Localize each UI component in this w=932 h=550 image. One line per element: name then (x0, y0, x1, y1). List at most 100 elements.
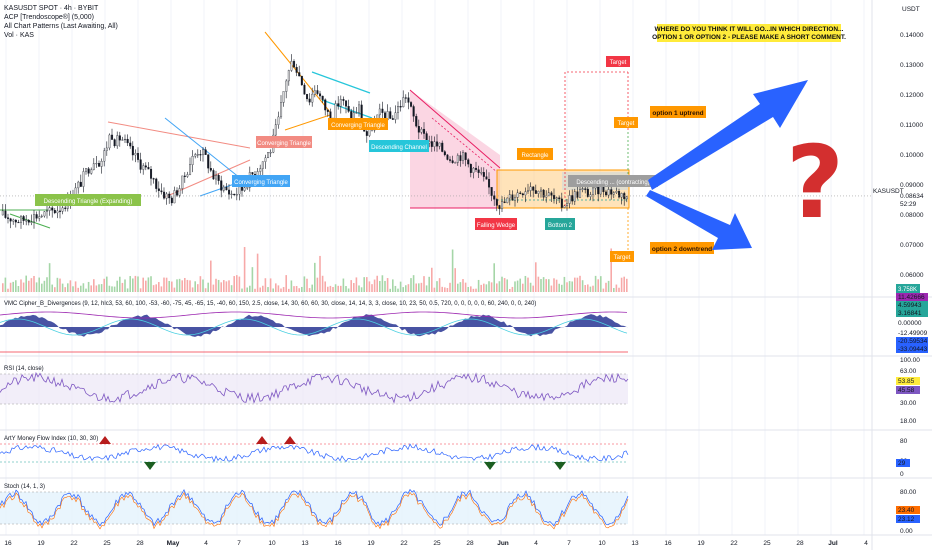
volume-bar (191, 287, 194, 292)
candle-body (326, 109, 329, 112)
candle-body (415, 116, 418, 127)
volume-bar (217, 279, 220, 292)
pattern-line (321, 99, 373, 119)
mfi-spike (284, 436, 296, 444)
volume-bar (571, 281, 573, 292)
volume-bar (30, 278, 33, 292)
candle-body (498, 205, 501, 210)
vmc-value: -33.09443 (898, 346, 928, 353)
volume-bar (126, 288, 129, 292)
candle-body (59, 210, 62, 212)
candle-body (430, 141, 433, 147)
candle-body (173, 190, 176, 204)
volume-bar (483, 283, 485, 292)
candle-body (95, 163, 98, 165)
volume-bar (145, 280, 147, 292)
volume-bar (295, 285, 298, 292)
time-tick: 13 (631, 540, 639, 547)
volume-bar (618, 287, 620, 292)
candle-body (142, 165, 145, 170)
volume-bar (345, 286, 347, 292)
volume-bar (407, 284, 410, 292)
time-tick: 16 (334, 540, 342, 547)
volume-bar (563, 276, 566, 292)
volume-badge (896, 284, 920, 293)
volume-bar (321, 275, 324, 292)
rsi-tick: 18.00 (900, 418, 917, 425)
volume-bar (7, 288, 9, 292)
volume-bar (290, 280, 293, 292)
volume-bar (594, 275, 597, 292)
rsi-tick: 63.00 (900, 368, 917, 375)
converging-triangle-3-label: Converging Triangle (331, 123, 385, 129)
candle-body (324, 99, 327, 111)
volume-bar (324, 281, 326, 292)
volume-bar (176, 279, 178, 292)
volume-bar (418, 283, 420, 292)
candle-body (537, 190, 540, 194)
volume-bar (54, 287, 56, 292)
candle-body (40, 215, 43, 217)
volume-bar (358, 285, 360, 292)
volume-bar (28, 280, 30, 292)
candle-body (508, 194, 511, 199)
volume-bar (147, 277, 150, 292)
rsi-line (0, 371, 629, 404)
volume-bar (589, 286, 592, 292)
falling-wedge-area (410, 90, 500, 208)
candle-body (105, 147, 108, 151)
volume-bar (535, 262, 537, 292)
candle-body (560, 198, 563, 208)
candle-body (209, 168, 212, 171)
time-tick: 4 (534, 540, 538, 547)
bar-countdown: 52:29 (900, 201, 917, 208)
volume-bar (155, 284, 157, 292)
volume-bar (503, 278, 506, 292)
volume-bar (186, 279, 189, 292)
volume-bar (163, 277, 165, 292)
volume-bar (124, 279, 126, 292)
time-tick: 22 (400, 540, 408, 547)
volume-bar (119, 276, 121, 292)
volume-bar (223, 280, 225, 292)
volume-bar (405, 285, 407, 292)
volume-bar (111, 286, 113, 292)
candle-body (573, 191, 576, 202)
volume-bar (459, 282, 462, 292)
candle-body (243, 187, 246, 191)
candle-body (25, 220, 28, 222)
candle-body (542, 189, 545, 198)
price-symbol-label: KASUSDT (873, 188, 904, 195)
candle-body (27, 220, 30, 223)
vmc-value: 3.16841 (898, 310, 922, 317)
volume-bar (259, 287, 261, 292)
volume-bar (64, 287, 66, 292)
candle-body (381, 108, 384, 113)
volume-bar (264, 278, 267, 292)
candle-body (407, 97, 410, 103)
pattern-line (409, 89, 501, 169)
converging-triangle-2-tag (256, 136, 312, 148)
volume-bar (472, 288, 475, 292)
volume-bar (371, 284, 373, 292)
volume-bar (522, 283, 524, 292)
volume-bar (72, 286, 74, 292)
candle-body (215, 175, 218, 180)
candle-body (451, 160, 454, 163)
rsi-badge (896, 377, 920, 385)
downtrend-arrow (646, 190, 752, 250)
candle-body (183, 175, 186, 177)
rsi-badge (896, 386, 920, 394)
candle-body (152, 178, 155, 180)
candle-body (610, 189, 613, 195)
candle-body (358, 104, 361, 113)
candle-body (389, 111, 392, 119)
candle-body (9, 218, 12, 222)
candle-body (35, 214, 38, 219)
volume-bar (215, 278, 217, 292)
indicator-acp: ACP [Trendoscope®] (5,000) (4, 13, 94, 21)
candle-body (423, 128, 426, 134)
candle-body (566, 203, 569, 207)
volume-bar (41, 283, 43, 292)
volume-bar (35, 282, 38, 292)
